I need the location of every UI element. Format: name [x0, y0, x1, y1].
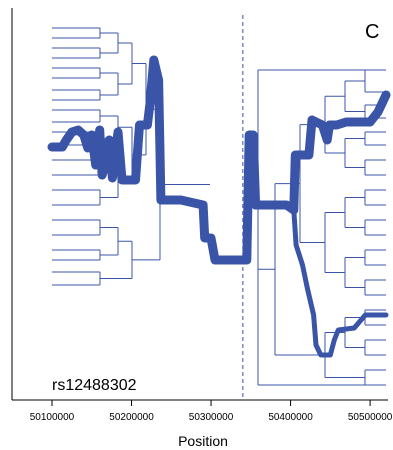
x-tick-label: 50400000: [268, 412, 313, 423]
right-haplotype-tree: [257, 69, 386, 386]
x-tick-label: 50300000: [189, 412, 234, 423]
snp-label: rs12488302: [52, 377, 137, 394]
plot-frame: [11, 8, 388, 401]
main-haplotype-path: [47, 55, 391, 265]
x-tick-label: 50100000: [30, 412, 75, 423]
x-axis: 50100000 50200000 50300000 50400000 50500000: [30, 400, 393, 423]
x-tick-label: 50200000: [109, 412, 154, 423]
lower-haplotype-path: [291, 207, 389, 358]
haplotype-paths: [47, 55, 391, 358]
x-tick-label: 50500000: [348, 412, 393, 423]
panel-letter: C: [365, 21, 379, 43]
left-haplotype-tree: [52, 27, 210, 286]
x-axis-title: Position: [178, 433, 228, 449]
